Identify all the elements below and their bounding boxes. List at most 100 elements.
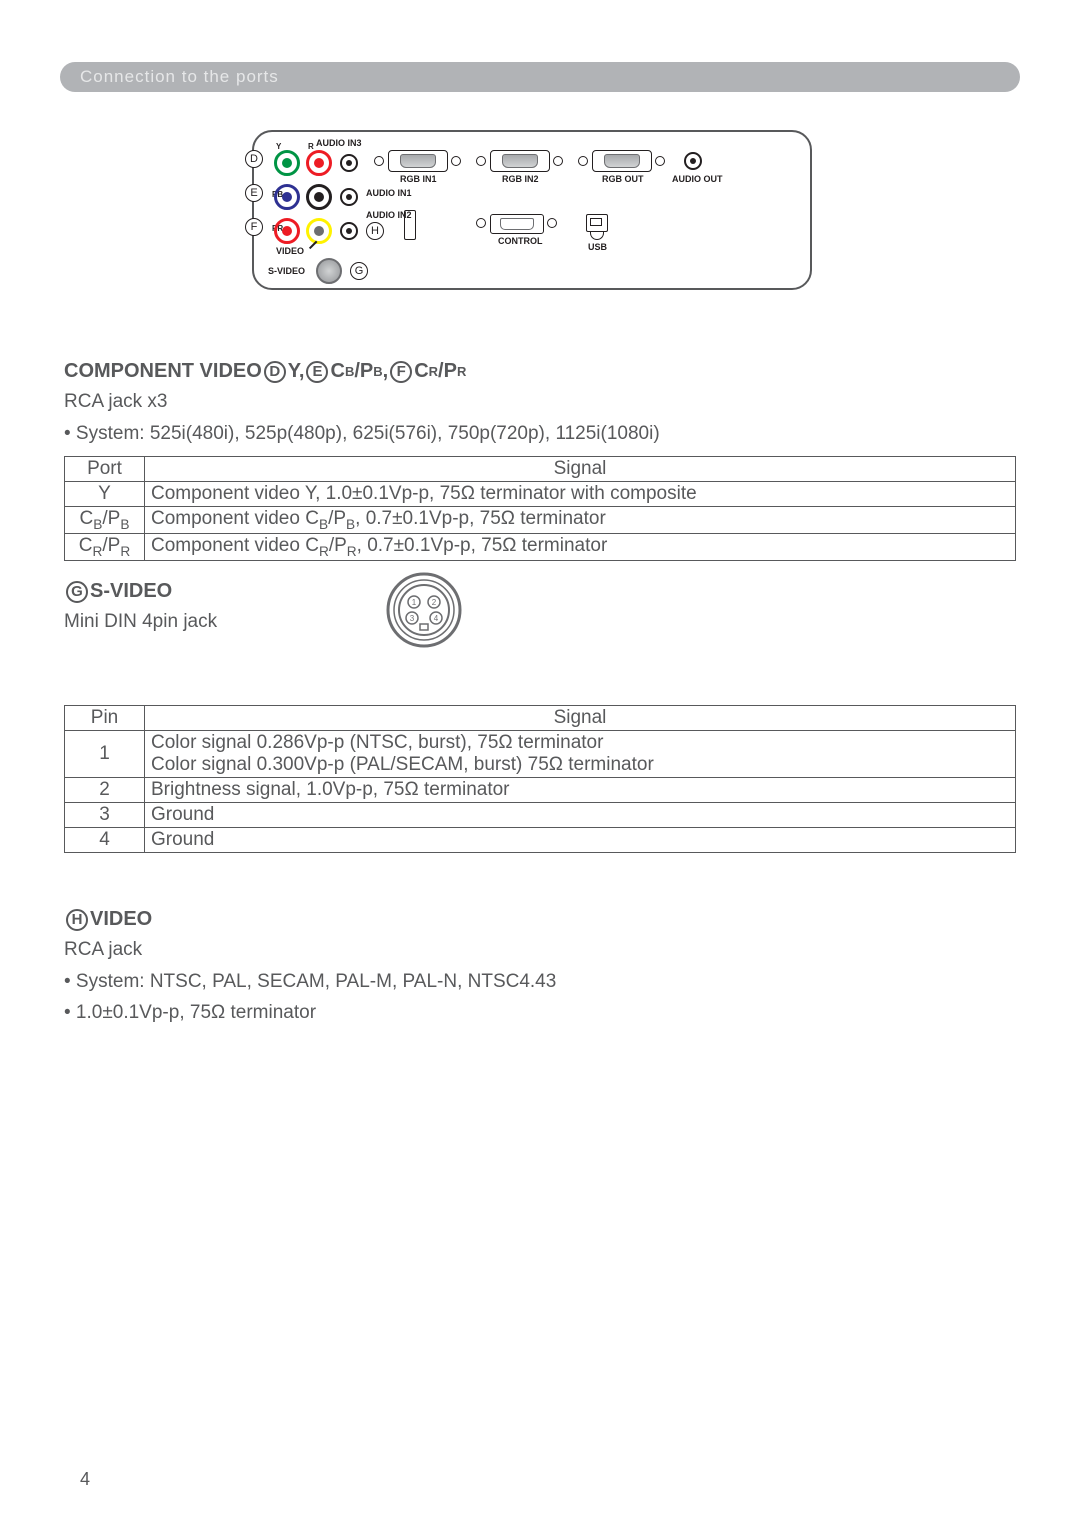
screw-icon-2 — [451, 156, 461, 166]
td-port: Y — [65, 482, 145, 507]
td-pin: 1 — [65, 730, 145, 777]
usb-stem-icon — [590, 232, 604, 240]
table-header-row: Port Signal — [65, 457, 1016, 482]
s1-cr: C — [414, 360, 428, 383]
usb-port-icon — [586, 214, 608, 232]
section3-heading: H VIDEO — [64, 908, 1016, 931]
rca-y-icon — [274, 150, 300, 176]
section2-heading: G S-VIDEO — [64, 580, 1016, 603]
table-row: 4 Ground — [65, 827, 1016, 852]
svideo-table: Pin Signal 1 Color signal 0.286Vp-p (NTS… — [64, 705, 1016, 853]
diagram-letter-h: H — [366, 222, 384, 240]
diagram-letter-g: G — [350, 262, 368, 280]
svideo-port-icon — [316, 258, 342, 284]
th-signal: Signal — [145, 705, 1016, 730]
screw-icon-8 — [547, 218, 557, 228]
s1-cb-sub: B — [345, 364, 354, 379]
label-rgb-out: RGB OUT — [602, 174, 644, 184]
svg-text:1: 1 — [412, 598, 417, 607]
control-port-icon — [490, 214, 544, 234]
diagram-letter-d: D — [245, 150, 263, 168]
svg-text:2: 2 — [432, 598, 437, 607]
circle-h: H — [66, 909, 88, 931]
screw-icon-7 — [476, 218, 486, 228]
label-audio-in1: AUDIO IN1 — [366, 188, 412, 198]
s1-slash1: /P — [354, 360, 373, 383]
s1-para1: RCA jack x3 — [64, 389, 1016, 415]
rca-pb-icon — [274, 184, 300, 210]
s1-cb: C — [330, 360, 344, 383]
dsub-rgb-out-icon — [592, 150, 652, 172]
s3-title: VIDEO — [90, 908, 152, 931]
s2-title: S-VIDEO — [90, 580, 172, 603]
connector-block-icon — [404, 210, 416, 240]
table-row: Y Component video Y, 1.0±0.1Vp-p, 75Ω te… — [65, 482, 1016, 507]
svg-text:4: 4 — [434, 614, 439, 623]
header-title: Connection to the ports — [80, 67, 279, 87]
label-audio-in3: AUDIO IN3 — [316, 138, 362, 148]
sig-line2: Color signal 0.300Vp-p (PAL/SECAM, burst… — [151, 754, 1009, 776]
s3-para3: • 1.0±0.1Vp-p, 75Ω terminator — [64, 1000, 1016, 1026]
sig-line1: Color signal 0.286Vp-p (NTSC, burst), 75… — [151, 732, 1009, 754]
port-diagram: AUDIO IN3 D Y R RGB IN1 RGB IN2 RGB OUT … — [252, 130, 812, 290]
audio-jack-2-icon — [340, 188, 358, 206]
circle-g: G — [66, 581, 88, 603]
td-signal: Ground — [145, 827, 1016, 852]
screw-icon-4 — [553, 156, 563, 166]
s1-cr-sub: R — [429, 364, 438, 379]
td-pin: 3 — [65, 802, 145, 827]
section1-heading: COMPONENT VIDEO D Y, E CB/PB, F CR/PR — [64, 360, 1016, 383]
th-signal: Signal — [145, 457, 1016, 482]
diagram-letter-f: F — [245, 218, 263, 236]
td-signal: Component video CB/PB, 0.7±0.1Vp-p, 75Ω … — [145, 507, 1016, 534]
label-audio-out: AUDIO OUT — [672, 174, 723, 184]
audio-jack-1-icon — [340, 154, 358, 172]
s1-slash2: /P — [438, 360, 457, 383]
td-port: CR/PR — [65, 534, 145, 561]
dsub-rgb-in2-icon — [490, 150, 550, 172]
section-video: H VIDEO RCA jack • System: NTSC, PAL, SE… — [64, 908, 1016, 1026]
label-usb: USB — [588, 242, 607, 252]
table-row: CB/PB Component video CB/PB, 0.7±0.1Vp-p… — [65, 507, 1016, 534]
table-row: 1 Color signal 0.286Vp-p (NTSC, burst), … — [65, 730, 1016, 777]
table-row: 3 Ground — [65, 802, 1016, 827]
section-svideo: G S-VIDEO Mini DIN 4pin jack 1 2 3 4 Pin… — [64, 580, 1016, 853]
rca-r-icon — [306, 150, 332, 176]
th-port: Port — [65, 457, 145, 482]
s1-para2: • System: 525i(480i), 525p(480p), 625i(5… — [64, 421, 1016, 447]
pin-r: R — [308, 142, 314, 151]
screw-icon — [374, 156, 384, 166]
audio-jack-3-icon — [340, 222, 358, 240]
table-row: CR/PR Component video CR/PR, 0.7±0.1Vp-p… — [65, 534, 1016, 561]
td-signal: Ground — [145, 802, 1016, 827]
table-row: 2 Brightness signal, 1.0Vp-p, 75Ω termin… — [65, 777, 1016, 802]
td-signal: Color signal 0.286Vp-p (NTSC, burst), 75… — [145, 730, 1016, 777]
page-number: 4 — [80, 1469, 90, 1490]
diagram-letter-e: E — [245, 184, 263, 202]
dsub-rgb-in1-icon — [388, 150, 448, 172]
td-port: CB/PB — [65, 507, 145, 534]
td-signal: Component video CR/PR, 0.7±0.1Vp-p, 75Ω … — [145, 534, 1016, 561]
component-video-table: Port Signal Y Component video Y, 1.0±0.1… — [64, 456, 1016, 561]
screw-icon-6 — [655, 156, 665, 166]
s1-pr-sub: R — [457, 364, 466, 379]
circle-f: F — [390, 361, 412, 383]
rca-l-icon — [306, 184, 332, 210]
s1-pb-sub: B — [373, 364, 382, 379]
td-pin: 4 — [65, 827, 145, 852]
label-svideo: S-VIDEO — [268, 266, 305, 276]
audio-out-jack-icon — [684, 152, 702, 170]
th-pin: Pin — [65, 705, 145, 730]
td-pin: 2 — [65, 777, 145, 802]
s1-y: Y, — [288, 360, 305, 383]
pin-y: Y — [276, 142, 281, 151]
label-control: CONTROL — [498, 236, 543, 246]
leader-line-icon — [309, 241, 317, 249]
circle-d: D — [264, 361, 286, 383]
circle-e: E — [306, 361, 328, 383]
rca-pr-icon — [274, 218, 300, 244]
s3-para1: RCA jack — [64, 937, 1016, 963]
td-signal: Component video Y, 1.0±0.1Vp-p, 75Ω term… — [145, 482, 1016, 507]
rca-video-icon — [306, 218, 332, 244]
label-rgb-in1: RGB IN1 — [400, 174, 437, 184]
